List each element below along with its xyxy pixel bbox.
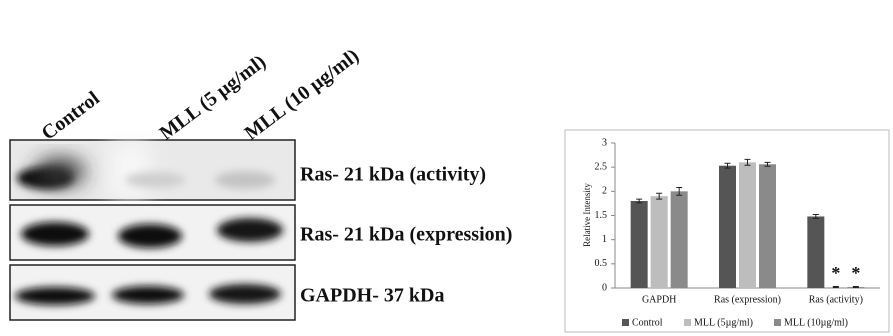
x-tick-label: GAPDH — [642, 294, 676, 305]
x-tick-label: Ras (expression) — [714, 294, 781, 305]
y-tick-label: 2.5 — [595, 161, 608, 172]
legend-label: Control — [632, 317, 663, 328]
y-tick-label: 1.5 — [595, 210, 608, 221]
bar — [739, 162, 756, 288]
y-tick-label: 1 — [602, 234, 607, 245]
bar — [807, 216, 824, 288]
band-label: Ras- 21 kDa (activity) — [300, 164, 486, 186]
error-bar — [853, 287, 859, 288]
legend-swatch — [684, 319, 691, 326]
x-tick-label: Ras (activity) — [809, 294, 863, 305]
bar — [651, 196, 668, 288]
band-label: Ras- 21 kDa (expression) — [300, 224, 512, 246]
legend-label: MLL (5µg/ml) — [694, 317, 753, 328]
y-tick-label: 0 — [602, 282, 607, 293]
figure: Control MLL (5 μg/ml) MLL (10 μg/ml) Ras… — [0, 0, 893, 336]
legend-label: MLL (10µg/ml) — [784, 317, 848, 328]
blot-panel — [10, 205, 295, 260]
y-tick-label: 2 — [602, 186, 607, 197]
band-label: GAPDH- 37 kDa — [300, 285, 444, 307]
y-tick-label: 3 — [602, 137, 607, 148]
bar — [631, 201, 648, 288]
legend-swatch — [774, 319, 781, 326]
y-axis-label: Relative Intensity — [582, 183, 592, 247]
bar — [671, 191, 688, 288]
page: {"blot": {"lanes": ["Control", "MLL (5 μ… — [0, 0, 893, 336]
y-tick-label: 0.5 — [595, 258, 608, 269]
error-bar — [833, 287, 839, 288]
annotation: * — [831, 263, 840, 283]
lane-label: Control — [38, 87, 105, 145]
bar — [719, 166, 736, 288]
bar — [759, 164, 776, 288]
annotation: * — [851, 263, 860, 283]
blot-panel — [10, 140, 295, 200]
legend-swatch — [622, 319, 629, 326]
blot-panel — [10, 265, 295, 320]
